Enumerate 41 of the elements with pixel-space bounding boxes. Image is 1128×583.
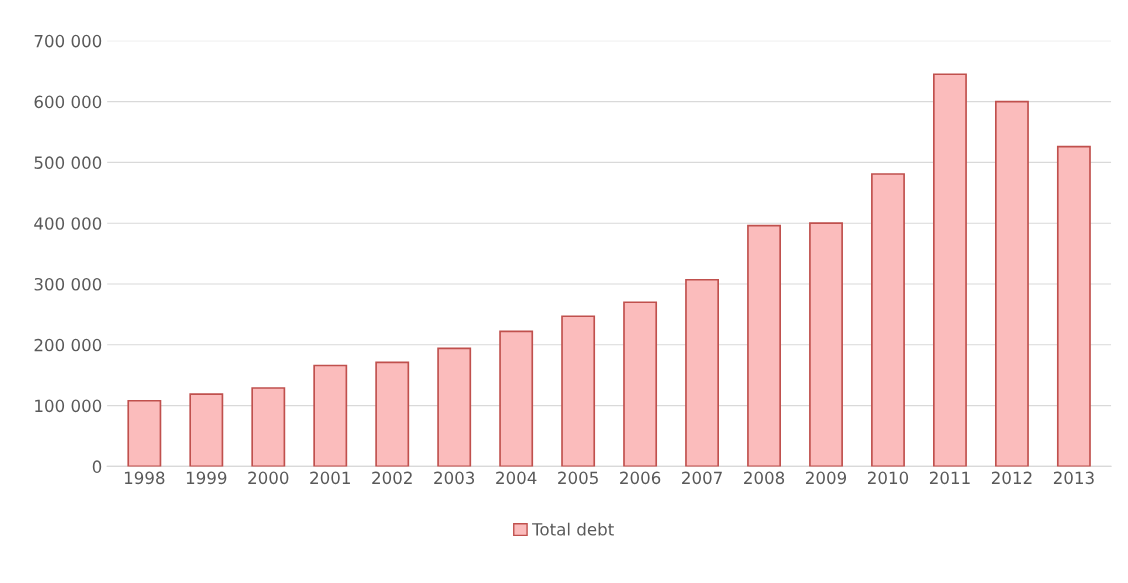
- x-tick-label: 2006: [620, 471, 661, 485]
- y-tick-label: 600 000: [34, 95, 102, 109]
- bar: [623, 301, 658, 467]
- y-tick-label: 500 000: [34, 156, 102, 169]
- x-tick-label: 2004: [496, 471, 537, 485]
- bar: [189, 393, 224, 467]
- x-tick-label: 2003: [434, 471, 475, 485]
- y-tick-label: 0: [92, 460, 102, 473]
- bar: [313, 364, 348, 467]
- y-tick-label: 200 000: [34, 338, 102, 352]
- y-tick-label: 400 000: [34, 217, 102, 230]
- x-tick-label: 2009: [806, 471, 847, 485]
- x-tick-label: 2011: [929, 471, 970, 485]
- x-tick-label: 2001: [310, 471, 350, 485]
- x-tick-label: 2002: [372, 471, 412, 485]
- bar: [933, 73, 967, 467]
- bar: [747, 224, 781, 467]
- x-tick-label: 1998: [124, 471, 165, 485]
- bar: [685, 278, 720, 467]
- bar: [375, 361, 410, 467]
- bar: [871, 173, 905, 467]
- x-tick-label: 2008: [744, 471, 785, 485]
- x-tick-label: 1999: [186, 471, 227, 485]
- y-tick-label: 100 000: [35, 399, 102, 413]
- x-tick-label: 2005: [558, 471, 598, 485]
- bar: [809, 222, 843, 467]
- x-tick-label: 2007: [682, 471, 722, 485]
- bar: [1056, 145, 1091, 467]
- legend-label: Total debt: [532, 522, 614, 536]
- bar: [251, 387, 286, 467]
- x-tick-label: 2013: [1053, 471, 1094, 485]
- x-tick-label: 2000: [248, 471, 289, 485]
- bar: [994, 100, 1029, 467]
- bar: [127, 399, 162, 467]
- x-tick-label: 2010: [868, 471, 909, 485]
- y-tick-label: 300 000: [34, 277, 102, 291]
- y-tick-label: 700 000: [34, 34, 102, 48]
- bar: [437, 347, 472, 467]
- bar: [561, 315, 596, 467]
- bar: [499, 330, 534, 467]
- x-tick-label: 2012: [991, 471, 1032, 485]
